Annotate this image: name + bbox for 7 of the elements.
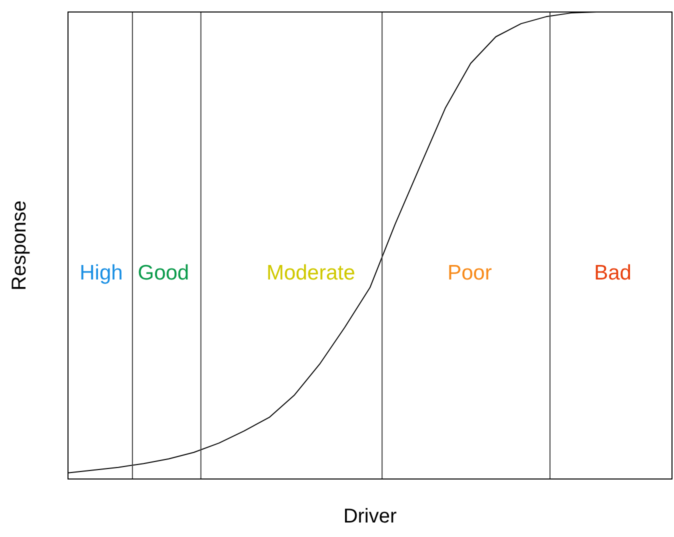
annotation: Poor [447, 261, 492, 284]
annotation: Moderate [266, 261, 356, 284]
annotation: High [80, 261, 123, 284]
y-axis-title: Response [8, 200, 31, 291]
annotation: Good [138, 261, 190, 284]
annotation: Bad [594, 261, 632, 284]
x-axis-title: Driver [343, 506, 397, 528]
